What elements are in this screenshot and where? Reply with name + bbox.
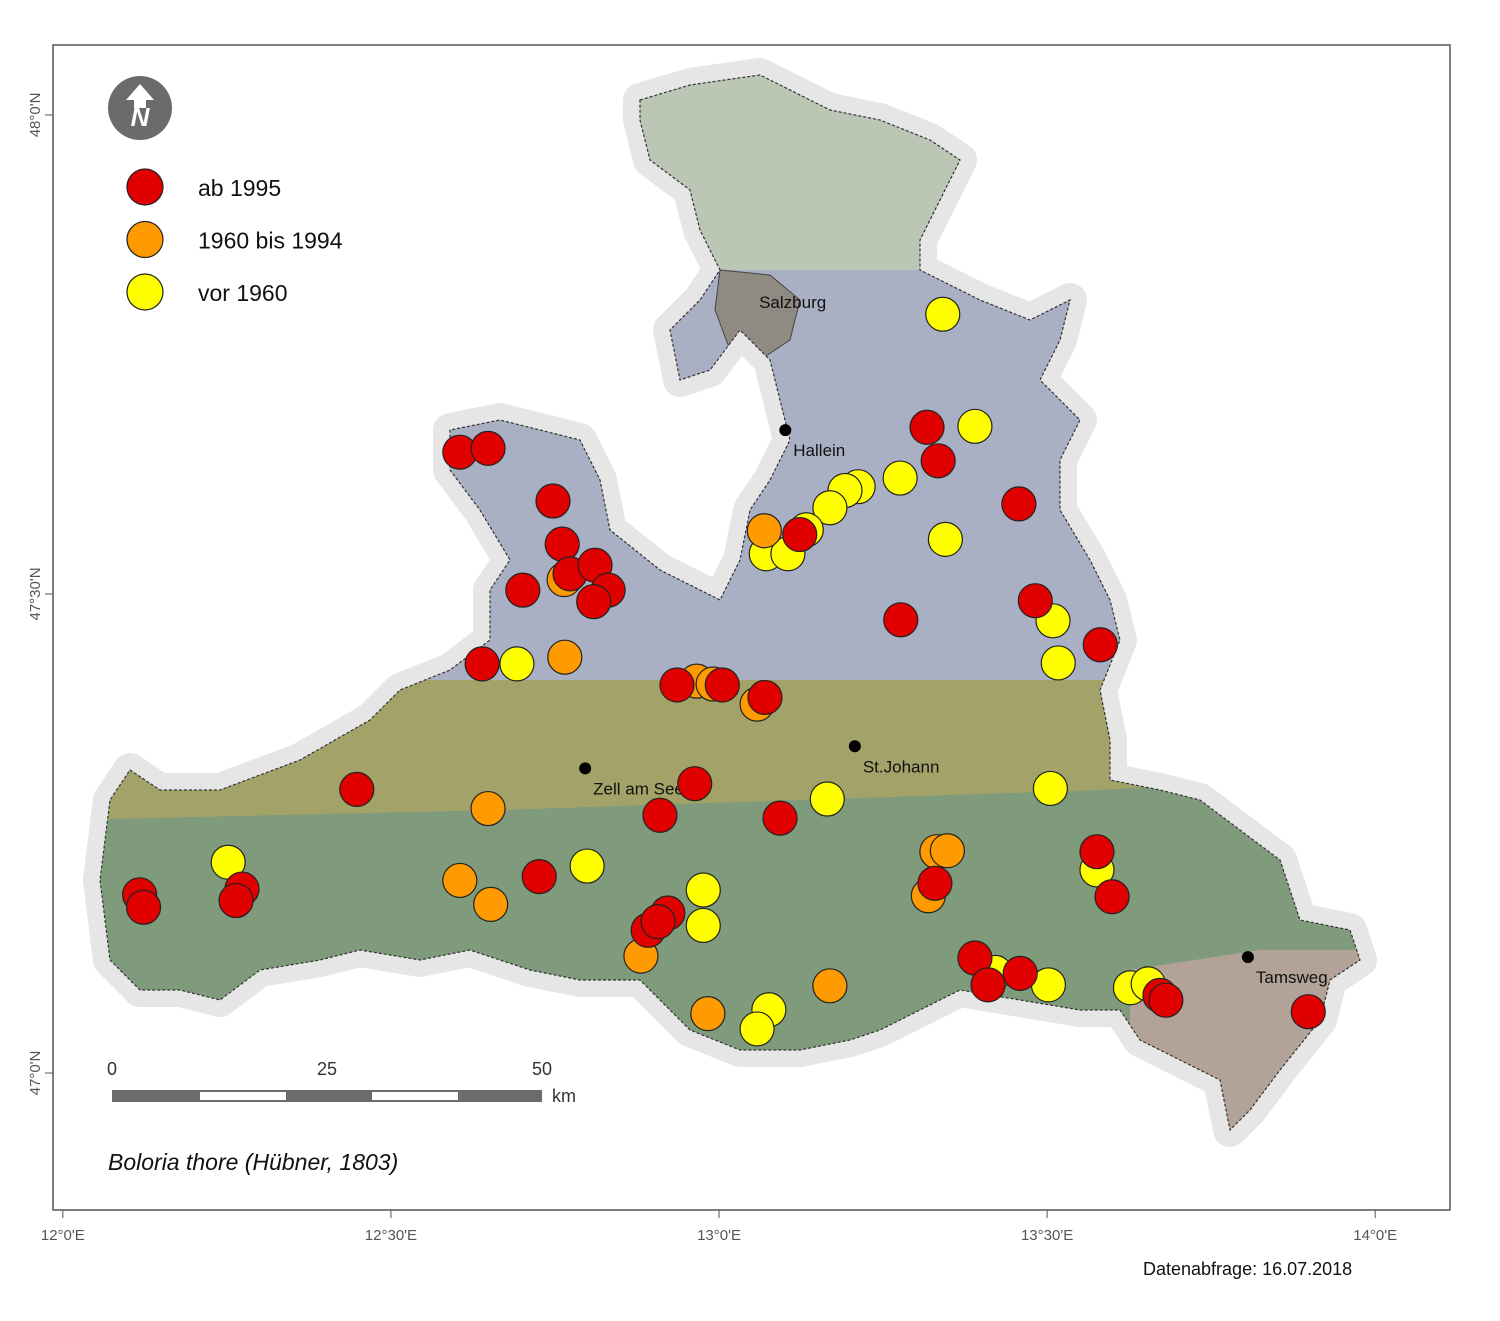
scale-bar-bg [112,1090,542,1102]
x-tick-label: 12°30'E [365,1227,417,1244]
occurrence-point [1079,834,1115,870]
occurrence-point [521,858,557,895]
species-title: Boloria thore (Hübner, 1803) [108,1149,398,1175]
x-tick-label: 13°0'E [697,1227,741,1244]
place-marker [779,424,792,437]
occurrence-point [677,766,713,802]
legend-swatch [126,220,164,259]
place-label: Zell am See [593,779,684,798]
query-date: Datenabfrage: 16.07.2018 [1143,1259,1352,1279]
occurrence-point [642,797,678,833]
occurrence-point [1017,583,1053,619]
occurrence-point [739,1011,775,1047]
occurrence-point [640,904,676,940]
occurrence-point [125,889,162,925]
occurrence-point [473,886,509,922]
occurrence-point [685,907,721,944]
legend-swatch [126,168,164,206]
occurrence-point [470,790,506,827]
occurrence-point [505,572,541,608]
place-label: St.Johann [863,757,940,776]
occurrence-point [970,967,1006,1003]
occurrence-point [569,848,605,884]
scale-unit: km [552,1086,576,1106]
occurrence-point [576,584,612,620]
occurrence-point [762,800,798,836]
occurrence-point [747,679,783,716]
occurrence-point [1148,982,1184,1018]
place-marker [1241,951,1254,964]
scale-bar-segment [200,1092,286,1100]
place-marker [579,762,592,775]
place-label: Salzburg [759,293,826,312]
occurrence-point [782,516,818,553]
occurrence-point [1082,627,1118,663]
occurrence-point [1032,770,1068,807]
occurrence-point [812,490,848,526]
north-arrow-head [126,84,154,108]
occurrence-point [1094,879,1130,915]
occurrence-point [1002,955,1038,991]
occurrence-point [535,483,571,519]
occurrence-point [909,409,945,445]
place-label: Tamsweg [1256,968,1328,987]
region-pinzgau [100,680,1360,820]
occurrence-point [339,771,375,808]
occurrence-point [1001,486,1037,522]
occurrence-point [442,862,478,899]
occurrence-point [704,667,740,703]
occurrence-point [218,882,254,919]
scale-bar-segment [372,1092,458,1100]
occurrence-point [917,865,953,901]
scale-bar: km [112,1086,576,1106]
legend-label: vor 1960 [198,280,288,306]
occurrence-point [920,443,956,479]
occurrence-point [927,521,964,557]
scale-tick-label: 25 [317,1059,337,1079]
occurrence-point [499,646,535,682]
occurrence-point [883,602,919,638]
occurrence-point [957,408,993,444]
x-tick-label: 14°0'E [1353,1227,1397,1244]
occurrence-point [659,667,695,703]
x-tick-label: 12°0'E [41,1227,85,1244]
legend-label: 1960 bis 1994 [198,228,343,254]
x-tick-label: 13°30'E [1021,1227,1073,1244]
north-label: N [131,102,151,132]
occurrence-point [812,968,848,1004]
occurrence-point [882,460,918,496]
occurrence-point [746,513,782,549]
occurrence-point [544,526,580,562]
occurrence-point [690,995,726,1032]
occurrence-point [464,646,500,682]
y-tick-label: 47°0'N [27,1051,44,1096]
occurrence-point [925,296,961,332]
occurrence-point [929,833,965,869]
occurrence-point [470,430,506,466]
scale-tick-label: 50 [532,1059,552,1079]
scale-tick-label: 0 [107,1059,117,1079]
occurrence-point [1040,645,1076,681]
y-tick-label: 48°0'N [27,93,44,138]
legend-label: ab 1995 [198,175,281,201]
occurrence-point [809,781,845,817]
place-marker [848,740,861,753]
occurrence-point [547,639,583,675]
occurrence-point [1290,994,1326,1030]
place-label: Hallein [793,441,845,460]
occurrence-point [685,872,721,908]
legend-swatch [126,273,164,311]
y-tick-label: 47°30'N [27,567,44,620]
north-arrow: N [108,76,172,140]
